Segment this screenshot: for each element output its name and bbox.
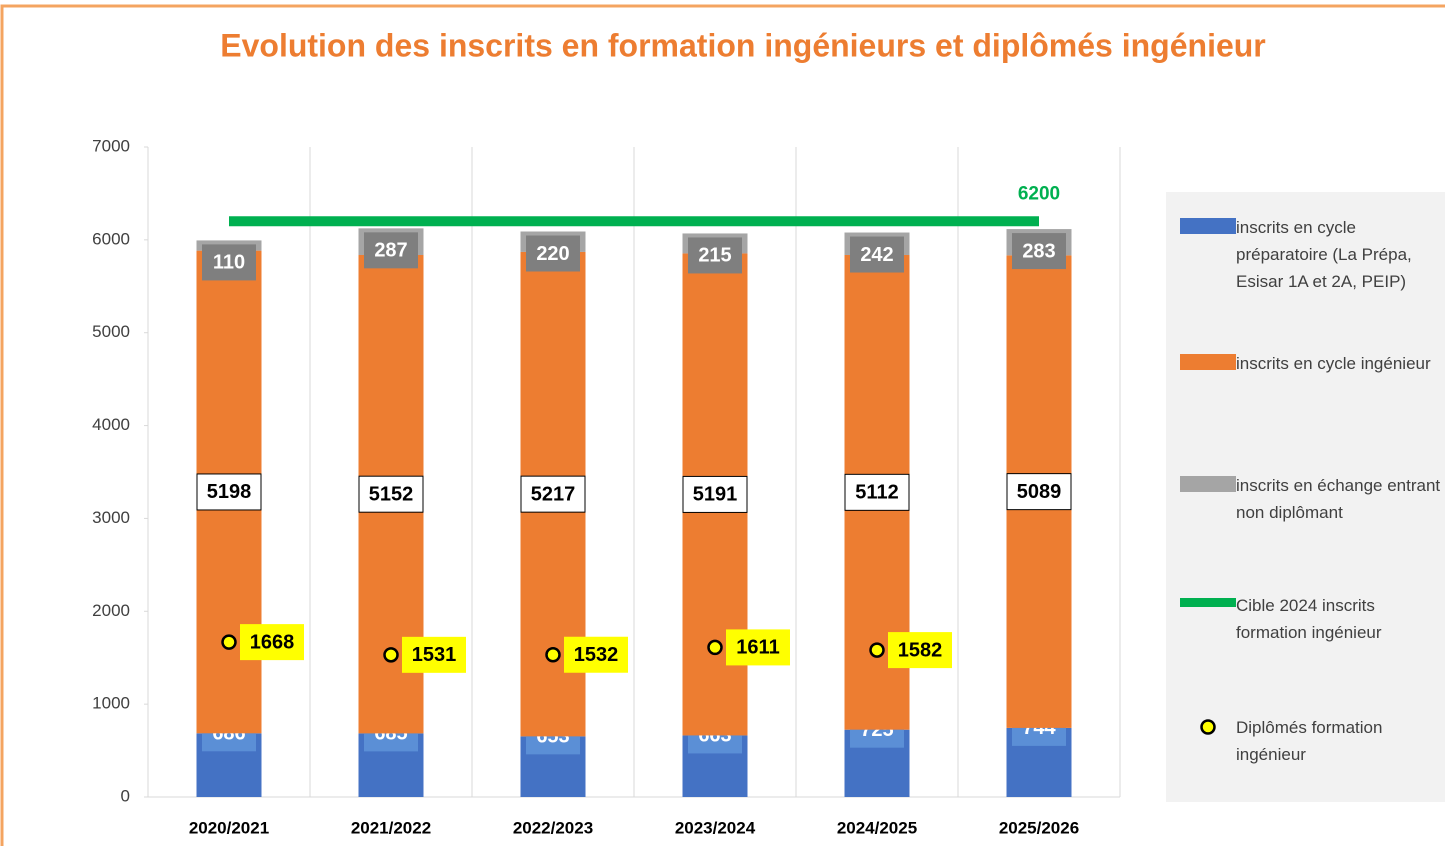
legend-label: inscrits en cycle préparatoire (La Prépa… xyxy=(1236,218,1412,291)
legend-label: inscrits en échange entrant non diplôman… xyxy=(1236,476,1441,522)
data-label: 242 xyxy=(860,244,893,266)
legend-marker xyxy=(1180,354,1236,370)
data-label-box xyxy=(202,244,256,281)
x-tick-label: 2020/2021 xyxy=(189,818,269,837)
marker xyxy=(383,647,399,663)
data-label-box xyxy=(196,473,262,511)
data-label: 5191 xyxy=(693,484,738,506)
data-label: 1668 xyxy=(250,631,295,653)
data-label: 5217 xyxy=(531,483,576,505)
y-tick-label: 5000 xyxy=(92,322,130,341)
legend-swatch xyxy=(1200,719,1216,735)
y-tick-label: 4000 xyxy=(92,415,130,434)
data-label-box xyxy=(240,624,304,661)
legend-item: Cible 2024 inscrits formation ingénieur xyxy=(1166,592,1445,646)
legend-swatch xyxy=(1180,598,1236,607)
legend-swatch xyxy=(1180,476,1236,492)
data-label: 5089 xyxy=(1017,481,1062,503)
frame xyxy=(0,4,1445,846)
x-tick-label: 2022/2023 xyxy=(513,818,593,837)
y-tick-label: 1000 xyxy=(92,694,130,713)
legend-swatch xyxy=(1180,354,1236,370)
data-label-box xyxy=(402,636,466,673)
legend-marker xyxy=(1200,719,1216,735)
legend-item: inscrits en cycle préparatoire (La Prépa… xyxy=(1166,214,1445,295)
data-label: 1531 xyxy=(412,644,457,666)
x-tick-label: 2023/2024 xyxy=(675,818,756,837)
x-tick-label: 2024/2025 xyxy=(837,818,917,837)
legend-item: Diplômés formation ingénieur xyxy=(1166,714,1445,768)
data-label-box xyxy=(520,475,586,513)
legend-item: inscrits en échange entrant non diplôman… xyxy=(1166,472,1445,526)
data-label: 215 xyxy=(698,245,731,267)
legend-item: inscrits en cycle ingénieur xyxy=(1166,350,1445,377)
data-label-box xyxy=(888,632,952,669)
legend-label: inscrits en cycle ingénieur xyxy=(1236,354,1431,373)
data-label: 1611 xyxy=(736,637,779,659)
data-label-box xyxy=(364,232,418,269)
data-label-box xyxy=(526,235,580,272)
legend-swatch xyxy=(1180,218,1236,234)
marker xyxy=(707,639,723,656)
legend-marker xyxy=(1180,476,1236,492)
data-label-box xyxy=(688,237,742,274)
chart-title: Evolution des inscrits en formation ingé… xyxy=(220,27,1266,63)
x-tick-label: 2025/2026 xyxy=(999,818,1079,837)
data-label: 1582 xyxy=(898,639,943,661)
data-label-box xyxy=(1012,233,1066,270)
data-label-box xyxy=(358,475,424,513)
data-label: 1532 xyxy=(574,644,619,666)
data-label-box xyxy=(844,473,910,511)
data-label-box xyxy=(1006,473,1072,511)
legend-label: Diplômés formation ingénieur xyxy=(1236,718,1383,764)
x-tick-label: 2021/2022 xyxy=(351,818,431,837)
y-tick-label: 6000 xyxy=(92,229,130,248)
y-tick-label: 2000 xyxy=(92,601,130,620)
data-label: 110 xyxy=(213,252,245,274)
legend-label: Cible 2024 inscrits formation ingénieur xyxy=(1236,596,1382,642)
data-label-box xyxy=(682,475,748,513)
data-label: 6200 xyxy=(1018,183,1060,204)
data-label-box xyxy=(564,636,628,673)
data-label-box xyxy=(850,236,904,273)
data-label: 220 xyxy=(536,243,569,265)
marker xyxy=(869,642,885,658)
data-label: 5198 xyxy=(207,481,252,503)
data-label: 283 xyxy=(1022,240,1055,262)
data-label: 5112 xyxy=(855,482,898,504)
y-tick-label: 7000 xyxy=(92,136,130,155)
data-label-box xyxy=(726,629,790,666)
marker xyxy=(221,634,237,650)
y-tick-label: 3000 xyxy=(92,508,130,527)
data-label: 5152 xyxy=(369,483,414,505)
data-label: 287 xyxy=(374,240,407,262)
legend-marker xyxy=(1180,218,1236,234)
legend-marker xyxy=(1180,598,1236,607)
legend: inscrits en cycle préparatoire (La Prépa… xyxy=(1166,192,1445,802)
y-tick-label: 0 xyxy=(121,786,130,805)
marker xyxy=(545,646,561,663)
